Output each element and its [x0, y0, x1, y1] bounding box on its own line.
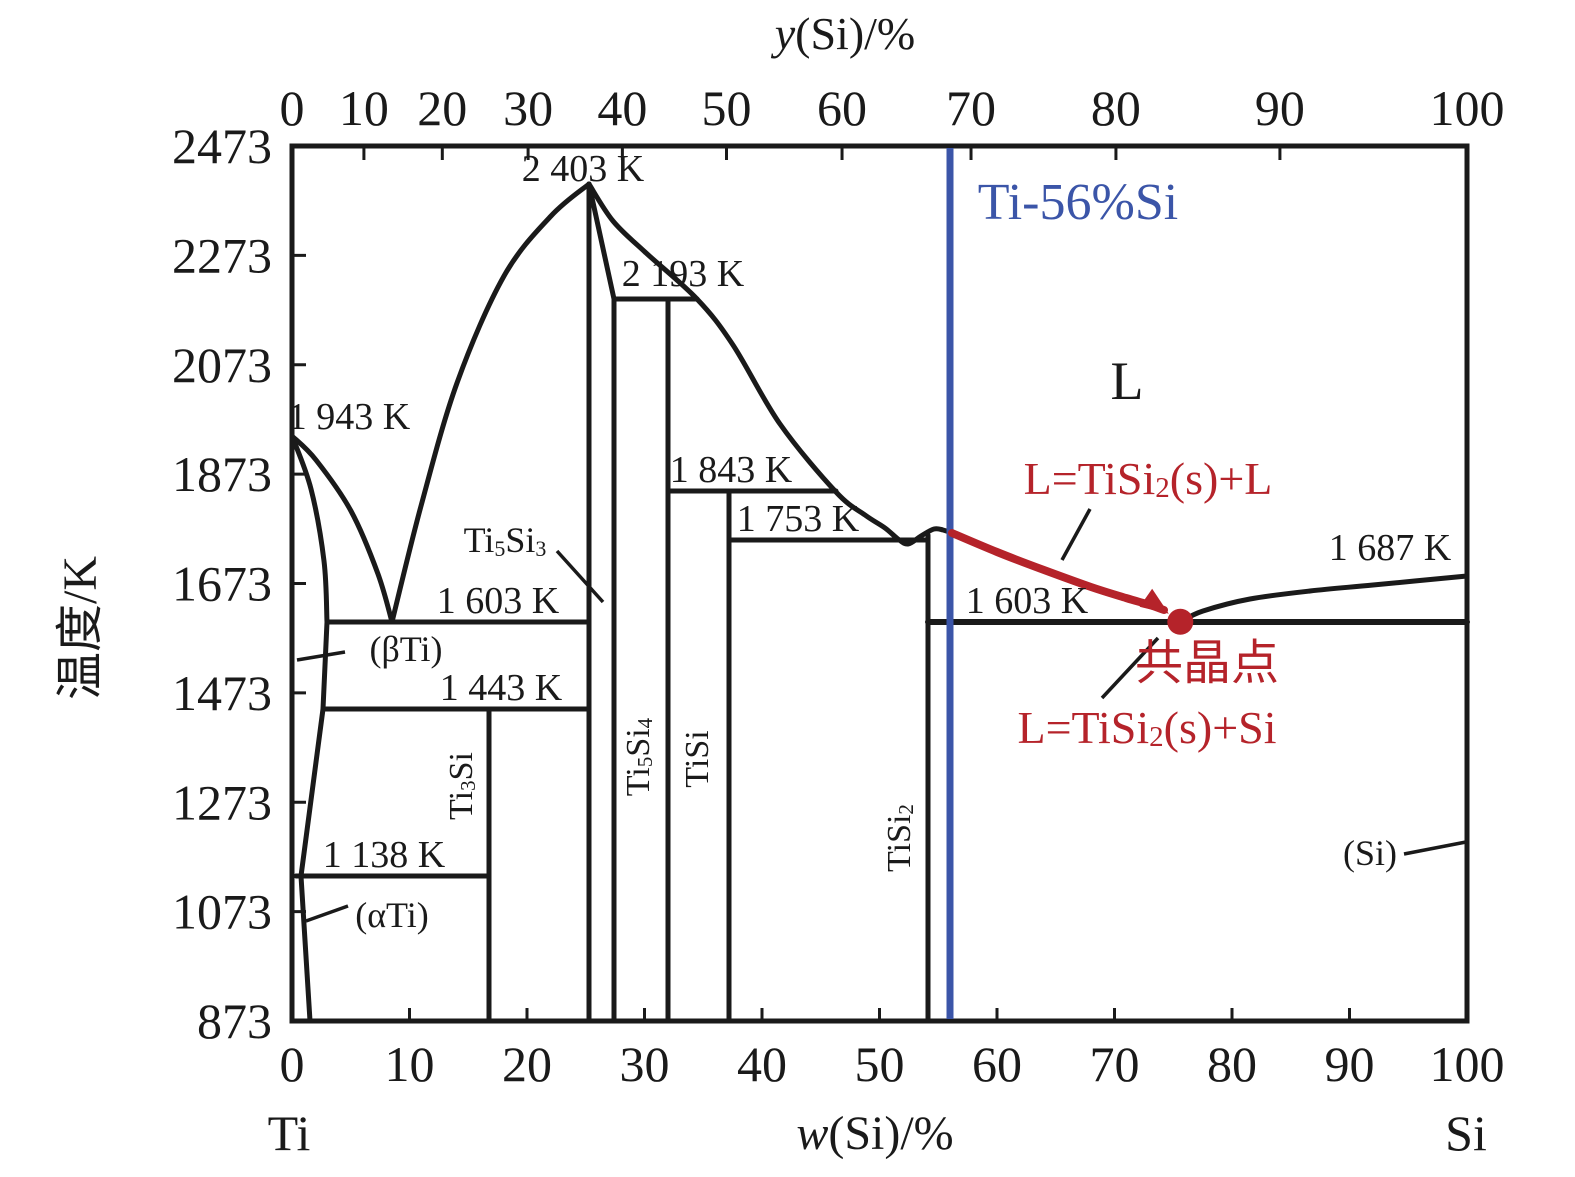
left-tick-label: 2073 — [172, 337, 272, 393]
top-tick-label: 50 — [701, 80, 751, 136]
phase-ti5si4: Ti5Si4 — [620, 717, 658, 796]
left-tick-label: 873 — [197, 993, 272, 1049]
temp-1138: 1 138 K — [323, 834, 446, 876]
top-tick-label: 40 — [597, 80, 647, 136]
phase-si: (Si) — [1343, 833, 1397, 873]
eutectic-label: 共晶点 — [1135, 637, 1279, 690]
phase-ti3si: Ti3Si — [443, 752, 481, 820]
temp-1943: 1 943 K — [288, 396, 411, 438]
temp-1443: 1 443 K — [440, 667, 563, 709]
left-tick-label: 2273 — [172, 227, 272, 283]
phase-beta-ti: (βTi) — [369, 629, 442, 669]
reaction-upper: L=TiSi2(s)+L — [1024, 453, 1273, 505]
leader-ti5si3 — [555, 549, 605, 604]
left-tick-label: 1073 — [172, 884, 272, 940]
red-arrowhead — [1139, 588, 1169, 614]
ti5si3-liquidus-left — [389, 181, 592, 625]
left-tick-label: 1873 — [172, 446, 272, 502]
beta-solvus — [320, 619, 330, 712]
bottom-axis-title: w(Si)/% — [796, 1107, 953, 1160]
top-axis-title: y(Si)/% — [771, 8, 916, 59]
ti5si3-right-line — [586, 181, 617, 1024]
bottom-tick-label: 20 — [502, 1036, 552, 1092]
left-tick-label: 1473 — [172, 665, 272, 721]
phase-liquid: L — [1111, 351, 1144, 411]
bottom-tick-label: 70 — [1090, 1036, 1140, 1092]
left-tick-label: 1673 — [172, 556, 272, 612]
bottom-tick-label: 30 — [620, 1036, 670, 1092]
leader-si — [1403, 840, 1467, 856]
bottom-tick-label: 60 — [972, 1036, 1022, 1092]
temp-2193: 2 193 K — [622, 253, 745, 295]
ti-solidus — [289, 433, 330, 625]
left-tick-label: 2473 — [172, 118, 272, 174]
alpha-boundary — [298, 873, 313, 1024]
si-liquidus — [1177, 573, 1470, 625]
left-tick-label: 1273 — [172, 774, 272, 830]
leader-beta-ti — [296, 650, 346, 662]
top-tick-label: 100 — [1430, 80, 1505, 136]
top-tick-label: 70 — [946, 80, 996, 136]
bottom-tick-label: 0 — [280, 1036, 305, 1092]
top-tick-label: 20 — [417, 80, 467, 136]
liquidus-right — [586, 181, 955, 547]
temp-1603-left: 1 603 K — [437, 580, 560, 622]
top-tick-label: 10 — [339, 80, 389, 136]
temp-1603-right: 1 603 K — [966, 580, 1089, 622]
leader-reaction-upper — [1060, 508, 1092, 561]
element-si: Si — [1445, 1105, 1487, 1161]
top-tick-label: 0 — [280, 80, 305, 136]
alpha-beta-transus — [298, 706, 326, 879]
bottom-tick-label: 90 — [1325, 1036, 1375, 1092]
bottom-tick-label: 50 — [855, 1036, 905, 1092]
phase-tisi: TiSi — [679, 730, 716, 787]
bottom-tick-label: 100 — [1430, 1036, 1505, 1092]
temp-1843: 1 843 K — [670, 449, 793, 491]
bottom-tick-label: 80 — [1207, 1036, 1257, 1092]
eutectic-dot — [1167, 608, 1194, 635]
element-ti: Ti — [268, 1105, 311, 1161]
sample-label: Ti-56%Si — [978, 174, 1178, 231]
ti-liquidus — [289, 433, 395, 625]
phase-ti5si3: Ti5Si3 — [464, 520, 547, 561]
phase-tisi2: TiSi2 — [881, 804, 919, 872]
y-axis-title: 温度/K — [54, 556, 107, 700]
top-tick-label: 60 — [817, 80, 867, 136]
reaction-lower: L=TiSi2(s)+Si — [1017, 702, 1276, 754]
bottom-tick-label: 40 — [737, 1036, 787, 1092]
temp-2403: 2 403 K — [522, 148, 645, 190]
phase-alpha-ti: (αTi) — [355, 895, 429, 935]
leader-eutectic — [1100, 636, 1160, 700]
temp-1753: 1 753 K — [737, 498, 860, 540]
leader-alpha-ti — [305, 904, 349, 923]
bottom-tick-label: 10 — [385, 1036, 435, 1092]
top-tick-label: 80 — [1091, 80, 1141, 136]
temp-1687: 1 687 K — [1329, 527, 1452, 569]
top-tick-label: 30 — [503, 80, 553, 136]
top-tick-label: 90 — [1255, 80, 1305, 136]
